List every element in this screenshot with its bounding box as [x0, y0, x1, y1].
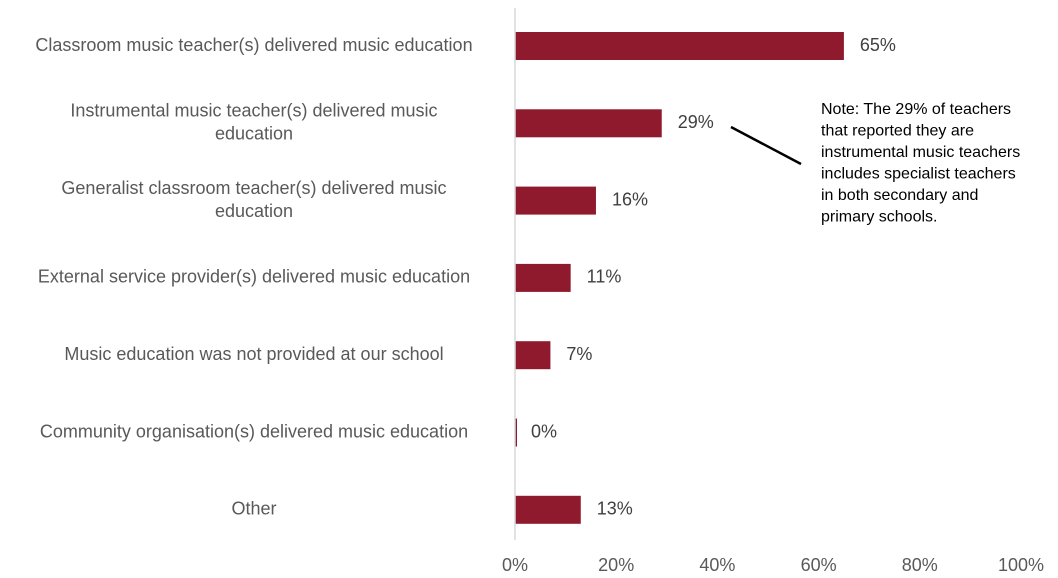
annotation-line: in both secondary and — [821, 187, 978, 204]
bar — [515, 109, 662, 138]
category-label: Music education was not provided at our … — [64, 344, 443, 364]
annotation-connector-line — [730, 125, 802, 166]
annotation-line: that reported they are — [821, 123, 974, 140]
category-label-line: Other — [231, 499, 276, 519]
x-tick-label: 80% — [902, 555, 938, 575]
x-axis-tick-labels: 0% 20% 40% 60% 80% 100% — [502, 555, 1044, 575]
bar — [515, 263, 571, 292]
x-tick-label: 20% — [598, 555, 634, 575]
data-label: 11% — [587, 267, 622, 287]
annotation-line: primary schools. — [821, 209, 937, 226]
bar — [515, 186, 596, 215]
category-label: Instrumental music teacher(s) delivered … — [70, 101, 437, 144]
x-tick-label: 60% — [801, 555, 837, 575]
category-label-line: education — [215, 201, 293, 221]
bars-layer — [515, 32, 844, 524]
category-label: Generalist classroom teacher(s) delivere… — [61, 178, 446, 221]
category-label-line: education — [215, 124, 293, 144]
category-labels: Classroom music teacher(s) delivered mus… — [35, 35, 472, 519]
category-label: External service provider(s) delivered m… — [38, 267, 470, 287]
category-label-line: Classroom music teacher(s) delivered mus… — [35, 35, 472, 55]
x-tick-label: 40% — [699, 555, 735, 575]
data-label: 13% — [597, 499, 633, 519]
annotation-text: Note: The 29% of teachers that reported t… — [821, 101, 1020, 226]
category-label: Other — [231, 499, 276, 519]
annotation-note: Note: The 29% of teachers that reported t… — [730, 101, 1020, 226]
annotation-line: Note: The 29% of teachers — [821, 101, 1011, 118]
value-labels: 65% 29% 16% 11% 7% 0% 13% — [531, 35, 896, 519]
bar — [515, 341, 551, 370]
annotation-line: includes specialist teachers — [821, 166, 1016, 183]
category-label: Classroom music teacher(s) delivered mus… — [35, 35, 472, 55]
category-label-line: External service provider(s) delivered m… — [38, 267, 470, 287]
data-label: 0% — [531, 421, 557, 441]
data-label: 65% — [860, 35, 896, 55]
x-tick-label: 0% — [502, 555, 528, 575]
category-label-line: Music education was not provided at our … — [64, 344, 443, 364]
category-label: Community organisation(s) delivered musi… — [40, 421, 468, 441]
category-label-line: Community organisation(s) delivered musi… — [40, 421, 468, 441]
annotation-line: instrumental music teachers — [821, 144, 1020, 161]
data-label: 29% — [678, 112, 714, 132]
category-label-line: Generalist classroom teacher(s) delivere… — [61, 178, 446, 198]
bar — [515, 495, 581, 524]
x-tick-label: 100% — [998, 555, 1044, 575]
category-label-line: Instrumental music teacher(s) delivered … — [70, 101, 437, 121]
bar — [515, 32, 844, 60]
data-label: 16% — [612, 189, 648, 209]
data-label: 7% — [566, 344, 592, 364]
bar — [515, 418, 517, 447]
